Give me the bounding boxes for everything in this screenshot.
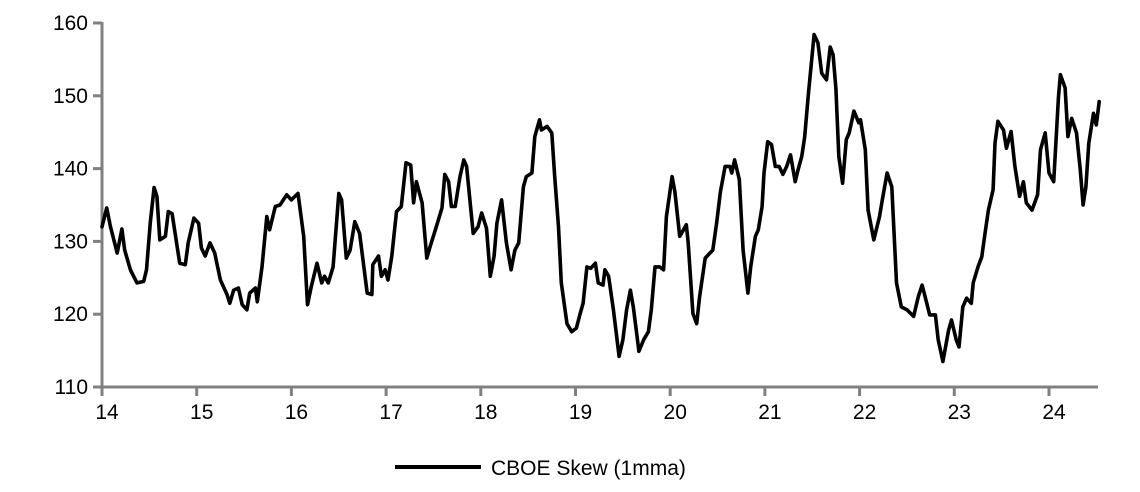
y-tick-label: 120: [53, 303, 88, 326]
legend-label: CBOE Skew (1mma): [491, 457, 686, 480]
y-tick-label: 160: [53, 12, 88, 35]
x-tick-label: 20: [664, 401, 687, 424]
y-tick-label: 110: [55, 376, 88, 399]
y-tick-label: 130: [53, 230, 88, 253]
x-tick-label: 23: [948, 401, 971, 424]
legend: CBOE Skew (1mma): [395, 457, 686, 480]
y-axis: 110 120 130 140 150 160: [53, 12, 104, 399]
x-tick-label: 16: [285, 401, 308, 424]
x-tick-label: 18: [474, 401, 497, 424]
x-tick-label: 22: [853, 401, 876, 424]
plot-area: [100, 32, 1101, 364]
x-tick-label: 17: [379, 401, 402, 424]
x-tick-label: 15: [190, 401, 213, 424]
x-tick-label: 21: [758, 401, 781, 424]
x-axis: 14 15 16 17 18 19 20 21 22 23 24: [93, 385, 1098, 424]
y-tick-label: 150: [53, 85, 88, 108]
series-line-cboe-skew: [100, 32, 1101, 364]
x-tick-label: 24: [1042, 401, 1066, 424]
y-tick-label: 140: [53, 158, 88, 181]
x-tick-label: 14: [95, 401, 119, 424]
x-tick-label: 19: [569, 401, 592, 424]
